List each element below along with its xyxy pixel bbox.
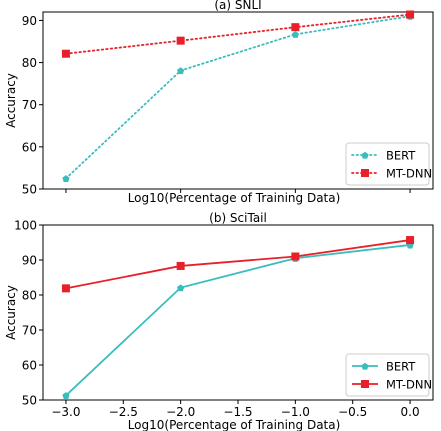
data-point-bert (177, 284, 185, 292)
data-point-mt-dnn (406, 236, 415, 245)
legend-label-mt-dnn: MT-DNN (386, 167, 432, 181)
legend-marker-bert (361, 151, 369, 159)
x-tick-label: −1.5 (223, 405, 252, 419)
x-axis-label: Log10(Percentage of Training Data) (128, 191, 341, 205)
data-point-mt-dnn (61, 284, 70, 293)
legend: BERT MT-DNN (345, 142, 432, 186)
x-tick-label: 0.0 (401, 405, 420, 419)
chart-title: (b) SciTail (209, 211, 267, 225)
data-point-bert (62, 392, 70, 400)
data-point-mt-dnn (61, 49, 70, 58)
x-tick-label: −3.0 (51, 405, 80, 419)
x-tick-label: −2.5 (109, 405, 138, 419)
legend-marker-bert (361, 362, 369, 370)
y-tick-label: 80 (22, 289, 37, 303)
legend-label-bert: BERT (386, 149, 416, 163)
data-point-bert (291, 31, 299, 38)
data-point-mt-dnn (176, 261, 185, 270)
y-tick-label: 100 (14, 219, 37, 233)
series-line-bert (65, 244, 411, 397)
legend-label-mt-dnn: MT-DNN (386, 378, 432, 392)
y-tick-label: 70 (22, 324, 37, 338)
data-point-mt-dnn (406, 10, 415, 19)
x-axis-label: Log10(Percentage of Training Data) (128, 418, 341, 431)
y-tick-label: 60 (22, 359, 37, 373)
legend-marker-mt-dnn (361, 169, 369, 177)
legend-label-bert: BERT (386, 360, 416, 374)
panel-scitail: (b) SciTail 50 60 70 80 90 100 −3.0 −2.5 −2.0 −1.5… (4, 211, 434, 431)
y-axis-label: Accuracy (4, 73, 18, 128)
x-tick-label: −1.0 (281, 405, 310, 419)
data-point-mt-dnn (291, 252, 300, 261)
legend-marker-mt-dnn (361, 380, 369, 388)
series-line-mt-dnn (65, 239, 411, 290)
series-line-bert (65, 15, 411, 180)
y-axis-label: Accuracy (4, 285, 18, 340)
data-point-mt-dnn (176, 36, 185, 45)
series-line-mt-dnn (65, 13, 411, 55)
data-point-bert (177, 67, 185, 75)
y-tick-label: 90 (22, 254, 37, 268)
y-tick-label: 70 (22, 98, 37, 112)
y-tick-label: 50 (22, 183, 37, 197)
plot-frame (42, 11, 434, 190)
chart-title: (a) SNLI (214, 0, 261, 12)
x-tick-label: −0.5 (338, 405, 367, 419)
y-tick-label: 60 (22, 140, 37, 154)
y-tick-label: 90 (22, 14, 37, 28)
y-tick-label: 80 (22, 56, 37, 70)
y-tick-label: 50 (22, 394, 37, 408)
x-tick-label: −2.0 (166, 405, 195, 419)
data-point-mt-dnn (291, 23, 300, 32)
legend: BERT MT-DNN (345, 353, 432, 397)
data-point-bert (62, 175, 70, 183)
panel-snli: (a) SNLI 50 60 70 80 90 Log10(Percentage of Tr… (4, 0, 434, 205)
